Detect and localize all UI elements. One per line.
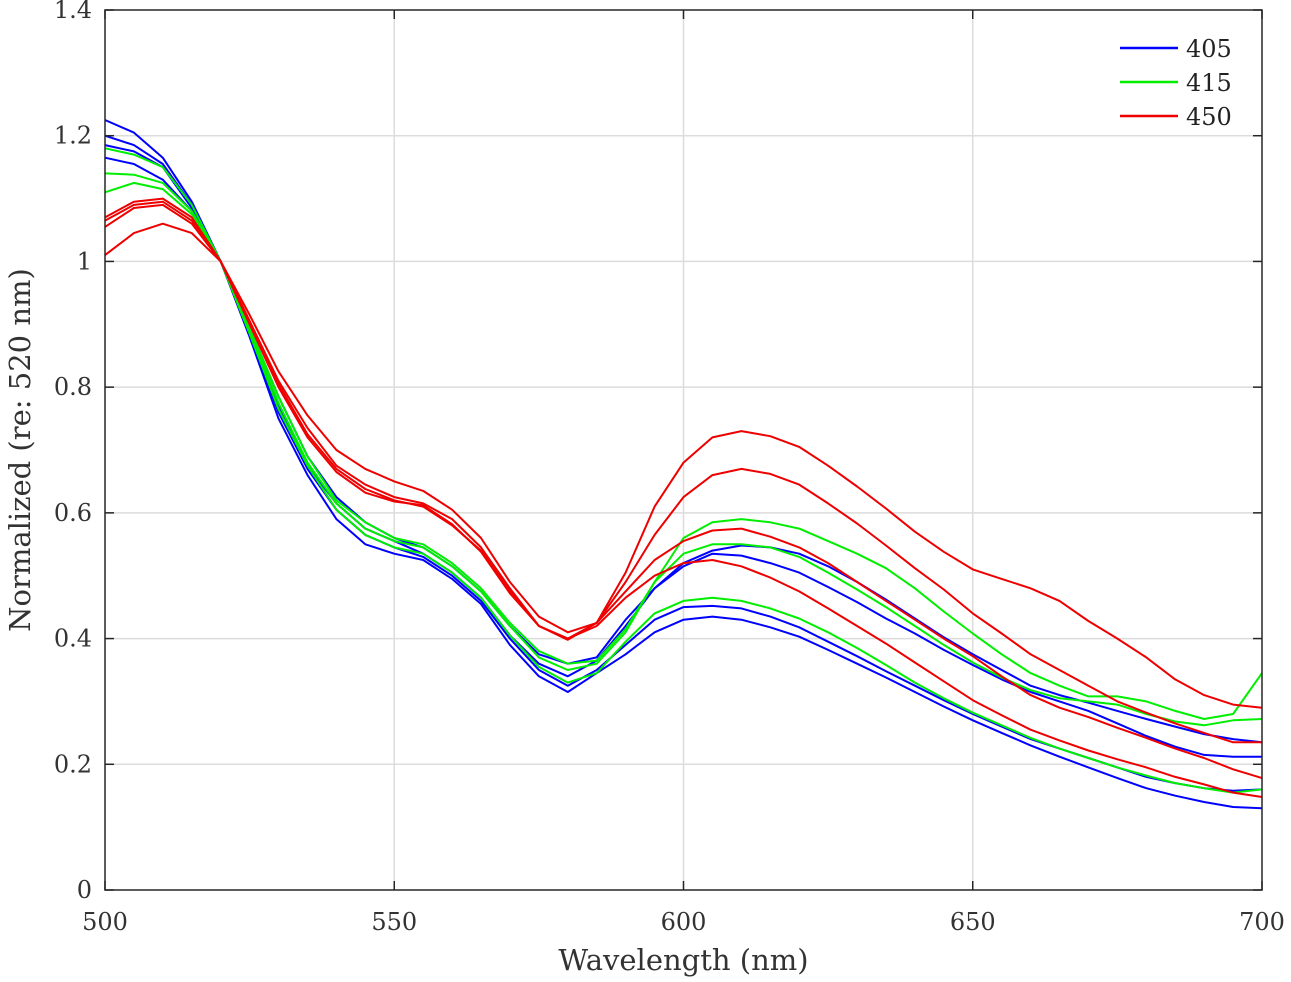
x-tick-label: 500 bbox=[82, 908, 128, 936]
y-tick-label: 0.4 bbox=[54, 625, 92, 653]
series-line-450-9 bbox=[104, 200, 1263, 780]
y-tick-label: 1.4 bbox=[54, 0, 92, 24]
series-line-450-7 bbox=[104, 222, 1263, 709]
series-lines bbox=[104, 119, 1263, 810]
x-tick-label: 700 bbox=[1239, 908, 1285, 936]
y-tick-label: 1 bbox=[77, 247, 92, 275]
legend: 405 415 450 bbox=[1120, 35, 1232, 131]
x-tick-label: 550 bbox=[371, 908, 417, 936]
y-axis-label: Normalized (re: 520 nm) bbox=[3, 268, 37, 632]
x-axis-label: Wavelength (nm) bbox=[558, 943, 808, 977]
axis-ticks: 500 550 600 650 700 0 0.2 0.4 0.6 0.8 1 1.2 1.4 bbox=[54, 0, 1285, 936]
series-line-450-10 bbox=[104, 197, 1263, 798]
x-tick-label: 650 bbox=[950, 908, 996, 936]
legend-label-415: 415 bbox=[1186, 69, 1232, 97]
y-tick-label: 0.2 bbox=[54, 750, 92, 778]
series-line-415-4 bbox=[104, 147, 1263, 794]
y-tick-label: 1.2 bbox=[54, 122, 92, 150]
x-tick-label: 600 bbox=[661, 908, 707, 936]
y-tick-label: 0.6 bbox=[54, 499, 92, 527]
grid-lines bbox=[105, 10, 1262, 890]
legend-label-405: 405 bbox=[1186, 35, 1232, 63]
series-line-415-6 bbox=[104, 181, 1263, 720]
series-line-450-8 bbox=[104, 203, 1262, 744]
y-tick-label: 0.8 bbox=[54, 373, 92, 401]
y-tick-label: 0 bbox=[77, 876, 92, 904]
series-line-415-5 bbox=[104, 172, 1263, 727]
series-line-405-0 bbox=[104, 119, 1263, 810]
legend-label-450: 450 bbox=[1186, 103, 1232, 131]
